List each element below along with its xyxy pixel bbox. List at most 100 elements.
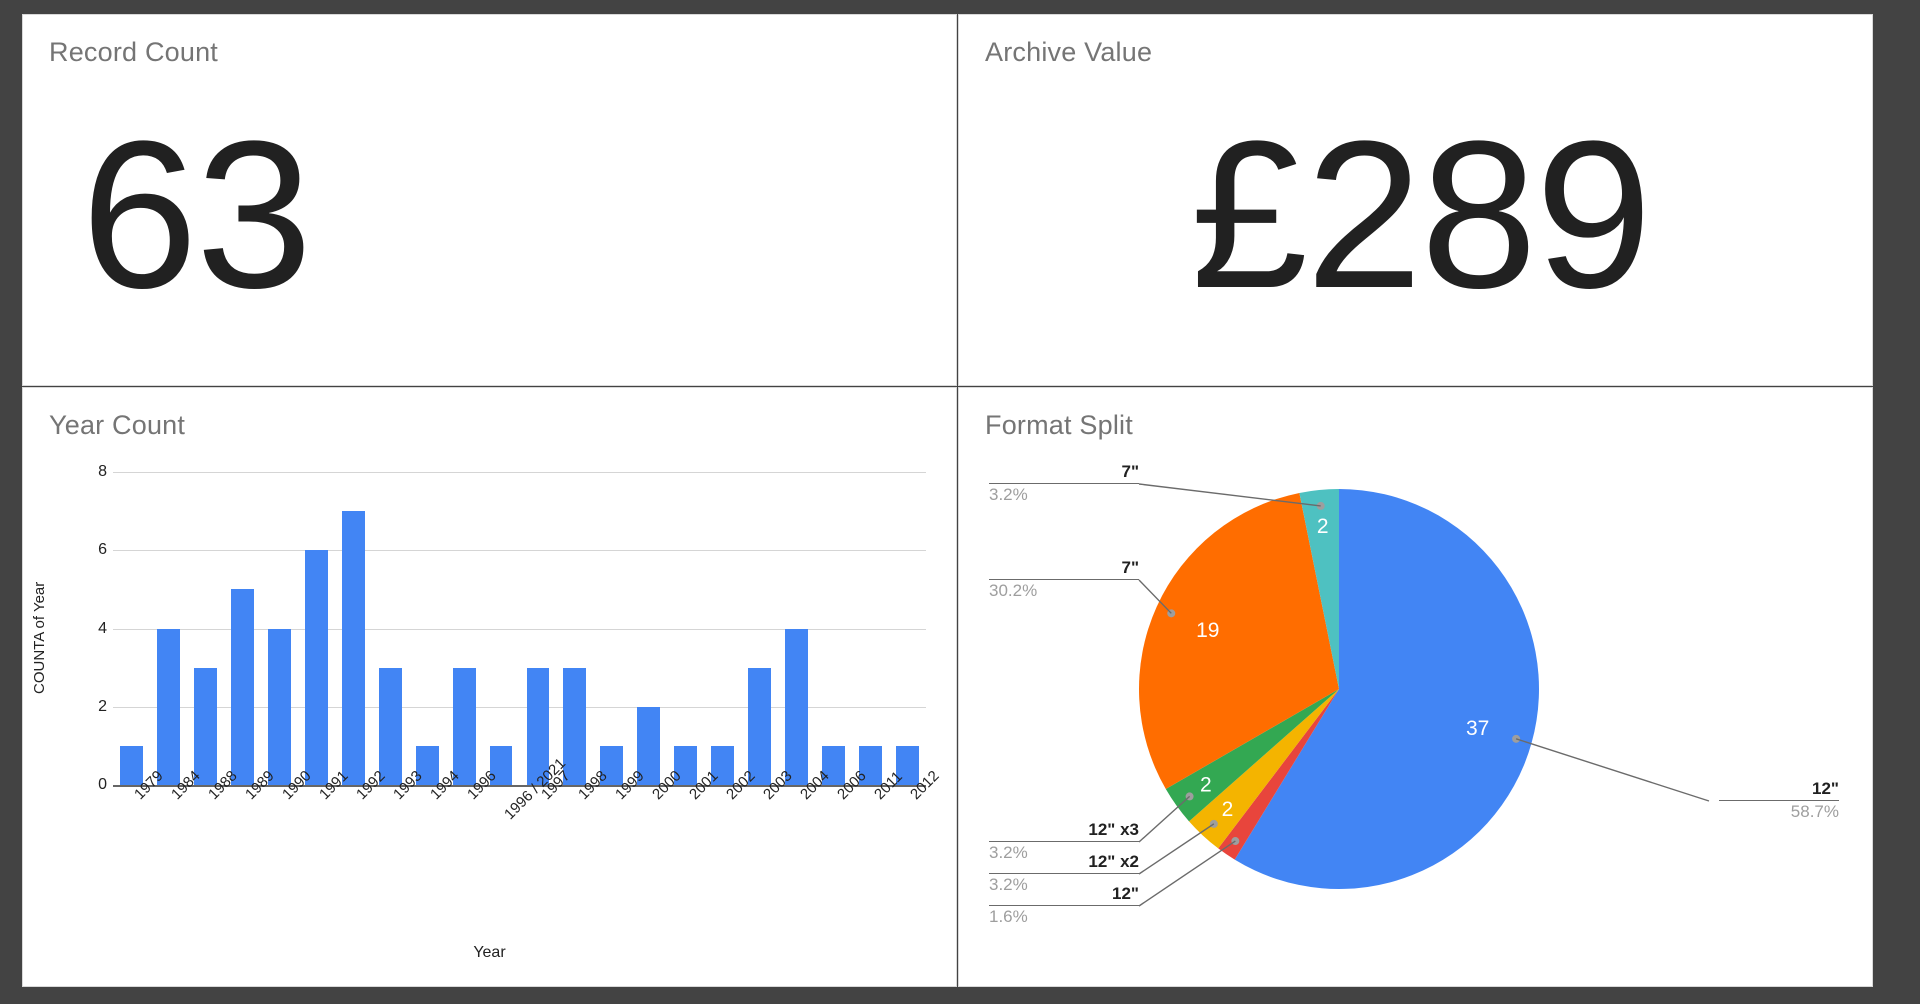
pie-label: 7" 30.2% xyxy=(989,558,1139,601)
x-tick-slot: 2002 xyxy=(704,767,759,859)
pie-slice[interactable] xyxy=(1189,689,1339,849)
bar-slot xyxy=(113,472,150,785)
pie-slice[interactable] xyxy=(1165,689,1339,822)
bar-chart-gridline xyxy=(113,628,926,630)
bar[interactable] xyxy=(748,667,772,785)
pie-label: 12" x3 3.2% xyxy=(989,820,1139,863)
bar[interactable] xyxy=(563,667,587,785)
bar[interactable] xyxy=(452,667,476,785)
bar[interactable] xyxy=(526,667,550,785)
bar-chart-x-ticks: 1979 1984 1988 1989 1990 1991 1992 1993 1994 1996… xyxy=(113,755,943,859)
pie-slice-value: 19 xyxy=(1196,619,1219,642)
x-tick-slot: 1994 xyxy=(409,767,463,859)
bar-chart-x-axis-label: Year xyxy=(473,944,506,961)
pie-leader-line xyxy=(1138,795,1191,843)
pie-slice[interactable] xyxy=(1299,489,1339,689)
x-tick-slot: 1984 xyxy=(150,767,204,859)
chart-format-split[interactable]: Format Split 37 2 2 19 2 12" 58.7% 12" 1.6% 12" x… xyxy=(958,387,1873,987)
pie-leader-dot xyxy=(1512,734,1521,743)
bar[interactable] xyxy=(859,745,882,785)
x-tick-slot: 1990 xyxy=(261,767,315,859)
pie-label-name: 7" xyxy=(1121,462,1139,481)
bar[interactable] xyxy=(711,745,735,785)
bar[interactable] xyxy=(156,628,180,785)
bar[interactable] xyxy=(378,667,402,785)
bar-slot xyxy=(261,472,298,785)
x-tick-slot: 1996 xyxy=(446,767,500,859)
pie-label-rule xyxy=(989,483,1139,484)
bar-slot xyxy=(298,472,335,785)
bar[interactable] xyxy=(193,667,217,785)
pie-slice[interactable] xyxy=(1234,489,1539,889)
bar[interactable] xyxy=(230,589,254,785)
bar-slot xyxy=(630,472,667,785)
pie-label-rule xyxy=(1719,800,1839,801)
pie-slice[interactable] xyxy=(1139,492,1339,789)
pie-label-name: 12" xyxy=(1812,779,1839,798)
scorecard-archive-value[interactable]: Archive Value £289 xyxy=(958,14,1873,386)
pie-leader-line xyxy=(1138,840,1236,907)
x-tick-slot: 2012 xyxy=(889,767,943,859)
x-tick-slot: 2006 xyxy=(815,767,870,859)
bar-slot xyxy=(187,472,224,785)
bar[interactable] xyxy=(489,745,513,785)
x-tick-slot: 2004 xyxy=(778,767,833,859)
chart-format-split-title: Format Split xyxy=(985,410,1133,440)
bar-chart-gridline xyxy=(113,550,926,552)
pie-label-name: 7" xyxy=(1121,558,1139,577)
bar-chart-y-tick: 2 xyxy=(98,697,107,715)
pie-label-percent: 3.2% xyxy=(989,843,1028,862)
bar[interactable] xyxy=(267,628,291,785)
scorecard-archive-value-title: Archive Value xyxy=(985,37,1153,67)
x-tick-slot: 1979 xyxy=(113,767,167,859)
pie-slice-value: 37 xyxy=(1466,717,1489,740)
bar[interactable] xyxy=(822,745,846,785)
x-tick-slot: 2000 xyxy=(630,767,685,859)
bar[interactable] xyxy=(341,511,365,785)
bar-chart-y-tick: 0 xyxy=(98,776,107,793)
scorecard-record-count[interactable]: Record Count 63 xyxy=(22,14,957,386)
bar[interactable] xyxy=(304,550,328,785)
pie-label: 12" 1.6% xyxy=(989,884,1139,927)
pie-label-rule xyxy=(989,579,1139,580)
x-tick-slot: 1992 xyxy=(335,767,389,859)
bar-chart-gridline xyxy=(113,706,926,708)
bar[interactable] xyxy=(415,745,439,785)
bar[interactable] xyxy=(120,745,143,785)
x-tick-slot: 1991 xyxy=(298,767,352,859)
pie-label-rule xyxy=(989,905,1139,906)
bar[interactable] xyxy=(674,745,698,785)
x-tick-slot: 2001 xyxy=(667,767,722,859)
bar-slot xyxy=(224,472,261,785)
bar[interactable] xyxy=(896,745,919,785)
pie-leader-line xyxy=(1138,579,1172,614)
x-tick-slot: 1988 xyxy=(187,767,241,859)
chart-year-count-title: Year Count xyxy=(49,410,186,440)
bar-chart-plot: 0 2 4 6 8 xyxy=(98,463,926,793)
x-tick-slot: 1993 xyxy=(372,767,426,859)
pie-label-percent: 30.2% xyxy=(989,581,1038,600)
scorecard-record-count-title: Record Count xyxy=(49,37,218,67)
scorecard-record-count-value: 63 xyxy=(81,97,313,332)
bar-slot xyxy=(556,472,593,785)
x-tick-slot: 1996 / 2021 xyxy=(483,755,569,859)
pie-leader-line xyxy=(1515,738,1710,802)
bar-slot xyxy=(815,472,852,785)
pie-slice[interactable] xyxy=(1218,689,1339,860)
bar[interactable] xyxy=(600,745,624,785)
pie-label: 12" x2 3.2% xyxy=(989,852,1139,895)
bar-chart-gridline xyxy=(113,785,926,787)
bar-slot xyxy=(519,472,556,785)
pie-label: 7" 3.2% xyxy=(989,462,1139,505)
bar-slot xyxy=(409,472,446,785)
chart-year-count[interactable]: Year Count COUNTA of Year 0 2 4 6 8 1979 1984… xyxy=(22,387,957,987)
bar[interactable] xyxy=(637,706,661,785)
pie-label-name: 12" xyxy=(1112,884,1139,903)
pie-label-percent: 58.7% xyxy=(1790,802,1839,821)
bar[interactable] xyxy=(785,628,809,785)
bar-slot xyxy=(446,472,483,785)
pie-leader-line xyxy=(1138,823,1215,875)
pie-label-name: 12" x2 xyxy=(1088,852,1139,871)
